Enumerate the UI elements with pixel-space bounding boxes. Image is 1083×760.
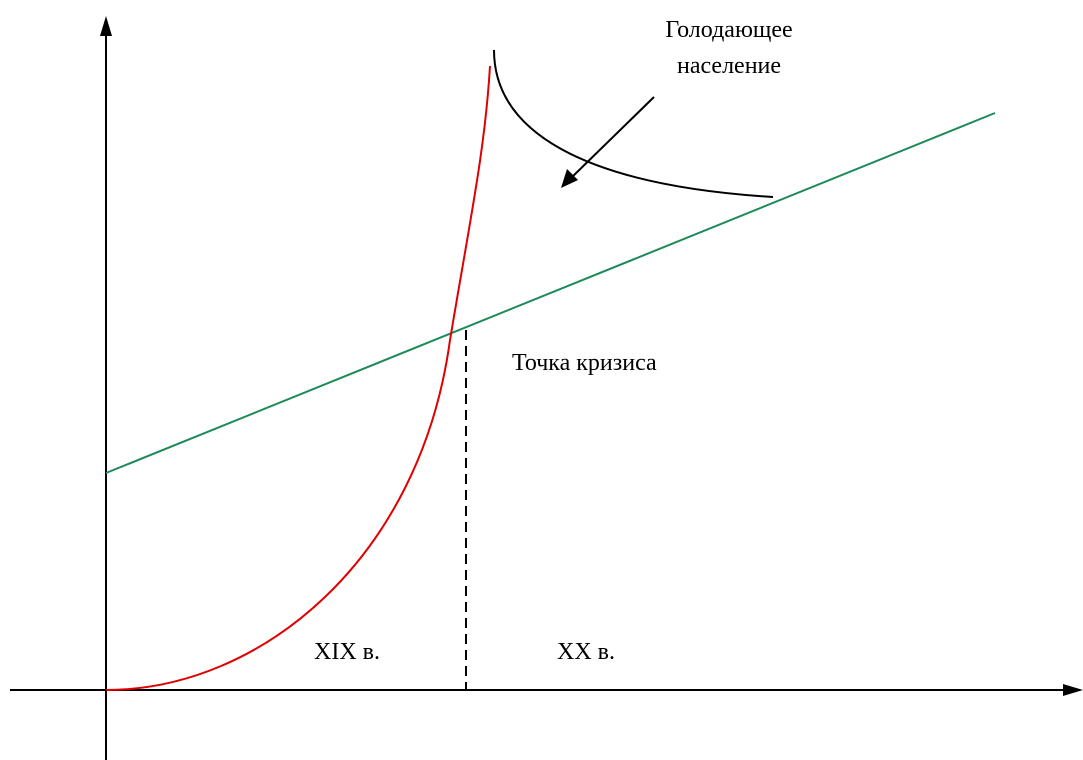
starving-arrow-head (561, 169, 578, 188)
century-20-label: XX в. (557, 639, 615, 665)
population-curve (105, 65, 491, 691)
starving-label-line2: население (677, 53, 781, 79)
crisis-point-label: Точка кризиса (512, 350, 657, 376)
century-19-label: XIX в. (314, 639, 380, 665)
starving-label-line1: Голодающее (665, 17, 792, 43)
y-axis-arrowhead (100, 16, 112, 36)
x-axis-arrowhead (1063, 684, 1083, 696)
starving-population-curve (493, 49, 774, 198)
food-supply-line (105, 112, 996, 474)
starving-arrow (569, 96, 655, 180)
